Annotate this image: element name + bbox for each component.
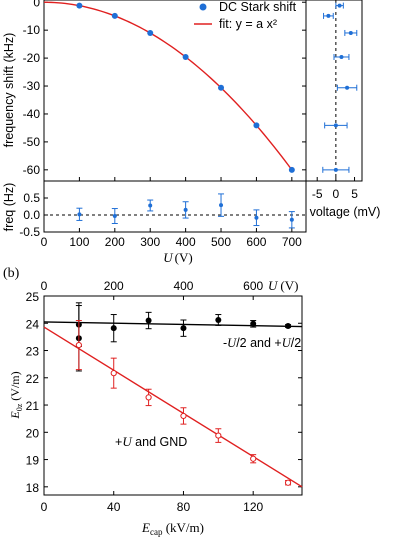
panel-a-residual-frame (43, 180, 307, 233)
side-point (337, 3, 342, 8)
b-point-open (215, 432, 222, 439)
panel-b-ylabel: E0z (V/m) (8, 371, 24, 419)
residual-x-tick-label: 200 (105, 235, 125, 249)
side-point (333, 167, 338, 172)
residual-x-tick-label: 700 (282, 235, 302, 249)
b-x-tick-label: 0 (41, 500, 48, 514)
legend-label-stark: DC Stark shift (219, 0, 297, 14)
stark-point (218, 84, 225, 91)
main-y-tick-label: -30 (23, 79, 41, 93)
side-point (326, 13, 331, 18)
panel-a-side-xlabel: voltage (mV) (310, 205, 381, 219)
b-point-filled (285, 322, 292, 329)
b-top-tick-label: 0 (41, 279, 48, 293)
b-point-open (250, 455, 257, 462)
side-x-tick-label: -5 (312, 187, 323, 201)
main-y-tick-label: -40 (23, 107, 41, 121)
panel-a-residual-ylabel: freq (Hz) (2, 183, 16, 232)
panel-b-black-series-label: -U/2 and +U/2 (223, 336, 301, 350)
stark-point (253, 122, 260, 129)
panel-b-top-axis-label: U (V) (268, 278, 298, 293)
residual-y-tick-label: 0.0 (23, 208, 40, 222)
stark-point (76, 2, 83, 9)
b-top-tick-label: 200 (104, 279, 124, 293)
b-y-tick-label: 18 (26, 481, 40, 495)
panel-b-plot: (b) 18 19 20 21 22 23 24 25 0 40 80 120 0 200 400 600… (3, 266, 303, 537)
panel-b-label: (b) (3, 266, 20, 281)
stark-point (111, 12, 118, 19)
b-top-tick-label: 600 (243, 279, 263, 293)
panel-a-residual-xlabel: U (V) (163, 250, 192, 265)
b-y-tick-label: 19 (26, 454, 40, 468)
side-point (333, 123, 338, 128)
b-point-filled (250, 320, 257, 327)
residual-x-tick-label: 0 (41, 235, 48, 249)
b-y-tick-label: 22 (26, 372, 40, 386)
side-point (339, 54, 344, 59)
b-point-open (180, 412, 187, 420)
main-y-tick-label: -60 (23, 163, 41, 177)
main-y-tick-label: 0 (33, 0, 40, 9)
stark-point (182, 53, 189, 60)
residual-x-tick-label: 600 (246, 235, 266, 249)
residual-x-tick-label: 300 (140, 235, 160, 249)
b-point-filled (110, 325, 117, 332)
b-x-tick-label: 40 (107, 500, 121, 514)
panel-a-ylabel: frequency shift (kHz) (2, 33, 16, 148)
side-point (348, 30, 353, 35)
b-x-tick-label: 80 (177, 500, 191, 514)
residual-y-tick-label: -0.5 (19, 225, 40, 239)
b-y-tick-label: 21 (26, 399, 40, 413)
residual-x-tick-label: 400 (176, 235, 196, 249)
b-point-filled (145, 317, 152, 324)
legend-label-fit: fit: y = a x² (219, 17, 277, 31)
residual-x-tick-label: 100 (69, 235, 89, 249)
side-x-tick-label: 0 (333, 187, 340, 201)
panel-b-xlabel: Ecap (kV/m) (141, 520, 204, 537)
panel-a-side-plot: -5 0 5 voltage (mV) (305, 0, 381, 219)
stark-point (147, 29, 154, 36)
panel-a-main-plot: 0 -10 -20 -30 -40 -50 -60 DC Stark shift fit: … (2, 0, 307, 182)
main-y-tick-label: -10 (23, 23, 41, 37)
residual-y-tick-label: 0.5 (23, 191, 40, 205)
residual-point (254, 215, 259, 220)
b-y-tick-label: 20 (26, 426, 40, 440)
b-y-tick-label: 24 (26, 317, 40, 331)
b-point-filled (215, 316, 222, 323)
fit-curve (43, 1, 293, 171)
panel-b-red-series-label: +U and GND (115, 434, 187, 449)
b-point-open (110, 370, 117, 377)
b-y-tick-label: 23 (26, 345, 40, 359)
side-point (345, 85, 350, 90)
main-y-tick-label: -50 (23, 135, 41, 149)
b-top-tick-label: 400 (173, 279, 193, 293)
stark-point (288, 166, 295, 173)
b-fit-line (43, 326, 303, 488)
residual-point (112, 214, 117, 219)
main-y-tick-label: -20 (23, 51, 41, 65)
b-point-open (284, 479, 292, 486)
residual-point (77, 212, 82, 217)
residual-point (148, 203, 153, 208)
residual-point (183, 207, 188, 212)
residual-point (289, 217, 294, 222)
panel-a-residual-plot: -0.5 0.0 0.5 0 100 200 300 400 500 600 700 freq (… (2, 180, 307, 265)
legend: DC Stark shift fit: y = a x² (194, 0, 297, 31)
panel-a-side-frame (305, 0, 363, 182)
legend-marker-stark (199, 3, 207, 11)
b-x-tick-label: 120 (243, 500, 263, 514)
panel-b-frame (43, 295, 303, 496)
b-y-tick-label: 25 (26, 290, 40, 304)
b-fit-line (43, 321, 303, 328)
b-point-filled (180, 325, 187, 332)
b-point-open (75, 341, 82, 349)
residual-x-tick-label: 500 (211, 235, 231, 249)
side-x-tick-label: 5 (351, 187, 358, 201)
residual-point (219, 203, 224, 208)
b-point-open (145, 394, 152, 401)
